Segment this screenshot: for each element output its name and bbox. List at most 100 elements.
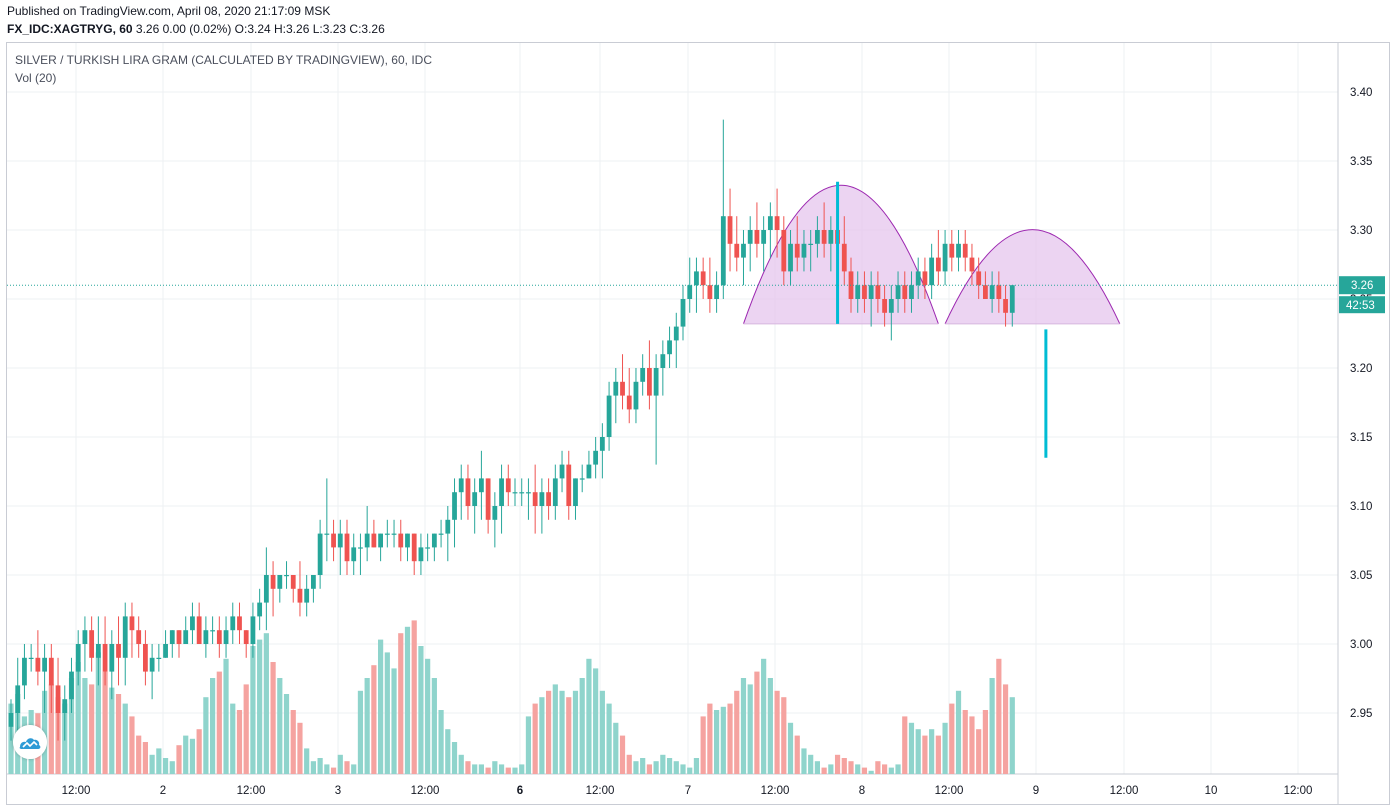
- candle-body: [1003, 299, 1008, 313]
- candle-body: [62, 699, 68, 713]
- volume-bar: [559, 690, 565, 774]
- pattern-fill: [743, 185, 939, 324]
- candle-body: [311, 575, 316, 589]
- candle-body: [391, 533, 397, 535]
- time-tick-label: 6: [517, 785, 523, 797]
- candle-body: [532, 492, 538, 506]
- volume-bar: [189, 738, 196, 774]
- price-tick-label: 3.35: [1350, 156, 1372, 168]
- candle-body: [243, 630, 249, 644]
- volume-bar: [418, 646, 424, 774]
- pattern-curve: [944, 229, 1121, 325]
- volume-bar: [357, 690, 364, 774]
- time-tick-label: 8: [859, 785, 865, 797]
- candle-body: [398, 533, 404, 548]
- volume-bar: [761, 658, 767, 774]
- volume-bar: [734, 690, 740, 774]
- quote-values: 3.26 0.00 (0.02%) O:3.24 H:3.26 L:3.23 C…: [135, 22, 385, 36]
- volume-bar: [297, 722, 303, 774]
- candle-body: [512, 492, 518, 494]
- candle-body: [351, 547, 357, 562]
- volume-bar: [115, 694, 122, 774]
- candle-body: [1009, 285, 1015, 313]
- volume-bar: [243, 684, 249, 774]
- candle-body: [546, 492, 551, 506]
- published-line: Published on TradingView.com, April 08, …: [7, 4, 331, 18]
- candle-body: [788, 243, 793, 272]
- candle-body: [579, 478, 585, 480]
- time-tick-label: 9: [1033, 785, 1039, 797]
- candle-body: [284, 575, 289, 577]
- volume-bar: [250, 646, 256, 774]
- candle-body: [815, 230, 820, 244]
- pattern-curve: [743, 184, 939, 325]
- candle-body: [438, 533, 444, 535]
- volume-bar: [828, 764, 834, 774]
- candle-body: [129, 616, 135, 631]
- volume-bar: [1002, 684, 1009, 774]
- candle-body: [371, 533, 377, 548]
- time-tick-label: 12:00: [1284, 785, 1313, 797]
- volume-bar: [337, 754, 343, 774]
- volume-bar: [740, 678, 747, 774]
- volume-bar: [955, 690, 962, 774]
- candle-body: [122, 616, 128, 658]
- volume-bar: [75, 662, 81, 774]
- volume-bar: [875, 761, 881, 774]
- volume-bar: [485, 767, 491, 774]
- candle-body: [640, 368, 646, 382]
- volume-bar: [371, 665, 377, 774]
- volume-bar: [841, 758, 847, 774]
- volume-bar: [277, 678, 283, 774]
- candle-body: [667, 340, 672, 355]
- volume-bar: [922, 735, 928, 774]
- candle-body: [75, 644, 81, 672]
- candle-body: [599, 437, 605, 451]
- tradingview-logo[interactable]: [13, 725, 47, 759]
- candle-body: [344, 533, 350, 562]
- candle-body: [465, 478, 471, 506]
- time-tick-label: 12:00: [1110, 785, 1139, 797]
- candle-body: [216, 630, 222, 644]
- time-tick-label: 2: [160, 785, 166, 797]
- candle-body: [472, 492, 478, 506]
- price-tick-label: 3.10: [1350, 501, 1372, 513]
- candle-body: [875, 285, 881, 299]
- volume-bar: [848, 761, 854, 774]
- candle-body: [593, 450, 599, 465]
- candle-body: [505, 478, 511, 493]
- volume-bar: [949, 703, 955, 774]
- time-tick-label: 10: [1205, 785, 1218, 797]
- volume-bar: [935, 735, 941, 774]
- volume-bar: [89, 684, 95, 774]
- volume-bar: [391, 668, 397, 774]
- candle-body: [929, 257, 935, 286]
- candle-body: [673, 326, 679, 341]
- candle-body: [384, 533, 390, 535]
- chart-frame[interactable]: [6, 42, 1390, 805]
- volume-bar: [767, 678, 773, 774]
- volume-bar: [525, 716, 532, 774]
- volume-bar: [223, 658, 229, 774]
- volume-bar: [572, 690, 579, 774]
- volume-bar: [270, 662, 276, 774]
- volume-bar: [230, 703, 236, 774]
- candle-body: [694, 271, 699, 286]
- volume-bar: [586, 658, 592, 774]
- candle-body: [270, 575, 276, 589]
- volume-bar: [895, 764, 901, 774]
- volume-bar: [176, 745, 182, 774]
- volume-bar: [344, 761, 350, 774]
- volume-bar: [942, 722, 948, 774]
- volume-bar: [438, 710, 444, 774]
- candle-body: [331, 533, 336, 548]
- volume-bar: [720, 706, 726, 774]
- candle-body: [552, 478, 558, 506]
- volume-bar: [505, 767, 511, 774]
- volume-bar: [801, 748, 807, 774]
- candle-body: [196, 616, 202, 644]
- candle-body: [620, 381, 625, 396]
- candle-body: [774, 216, 780, 230]
- volume-bar: [411, 620, 417, 774]
